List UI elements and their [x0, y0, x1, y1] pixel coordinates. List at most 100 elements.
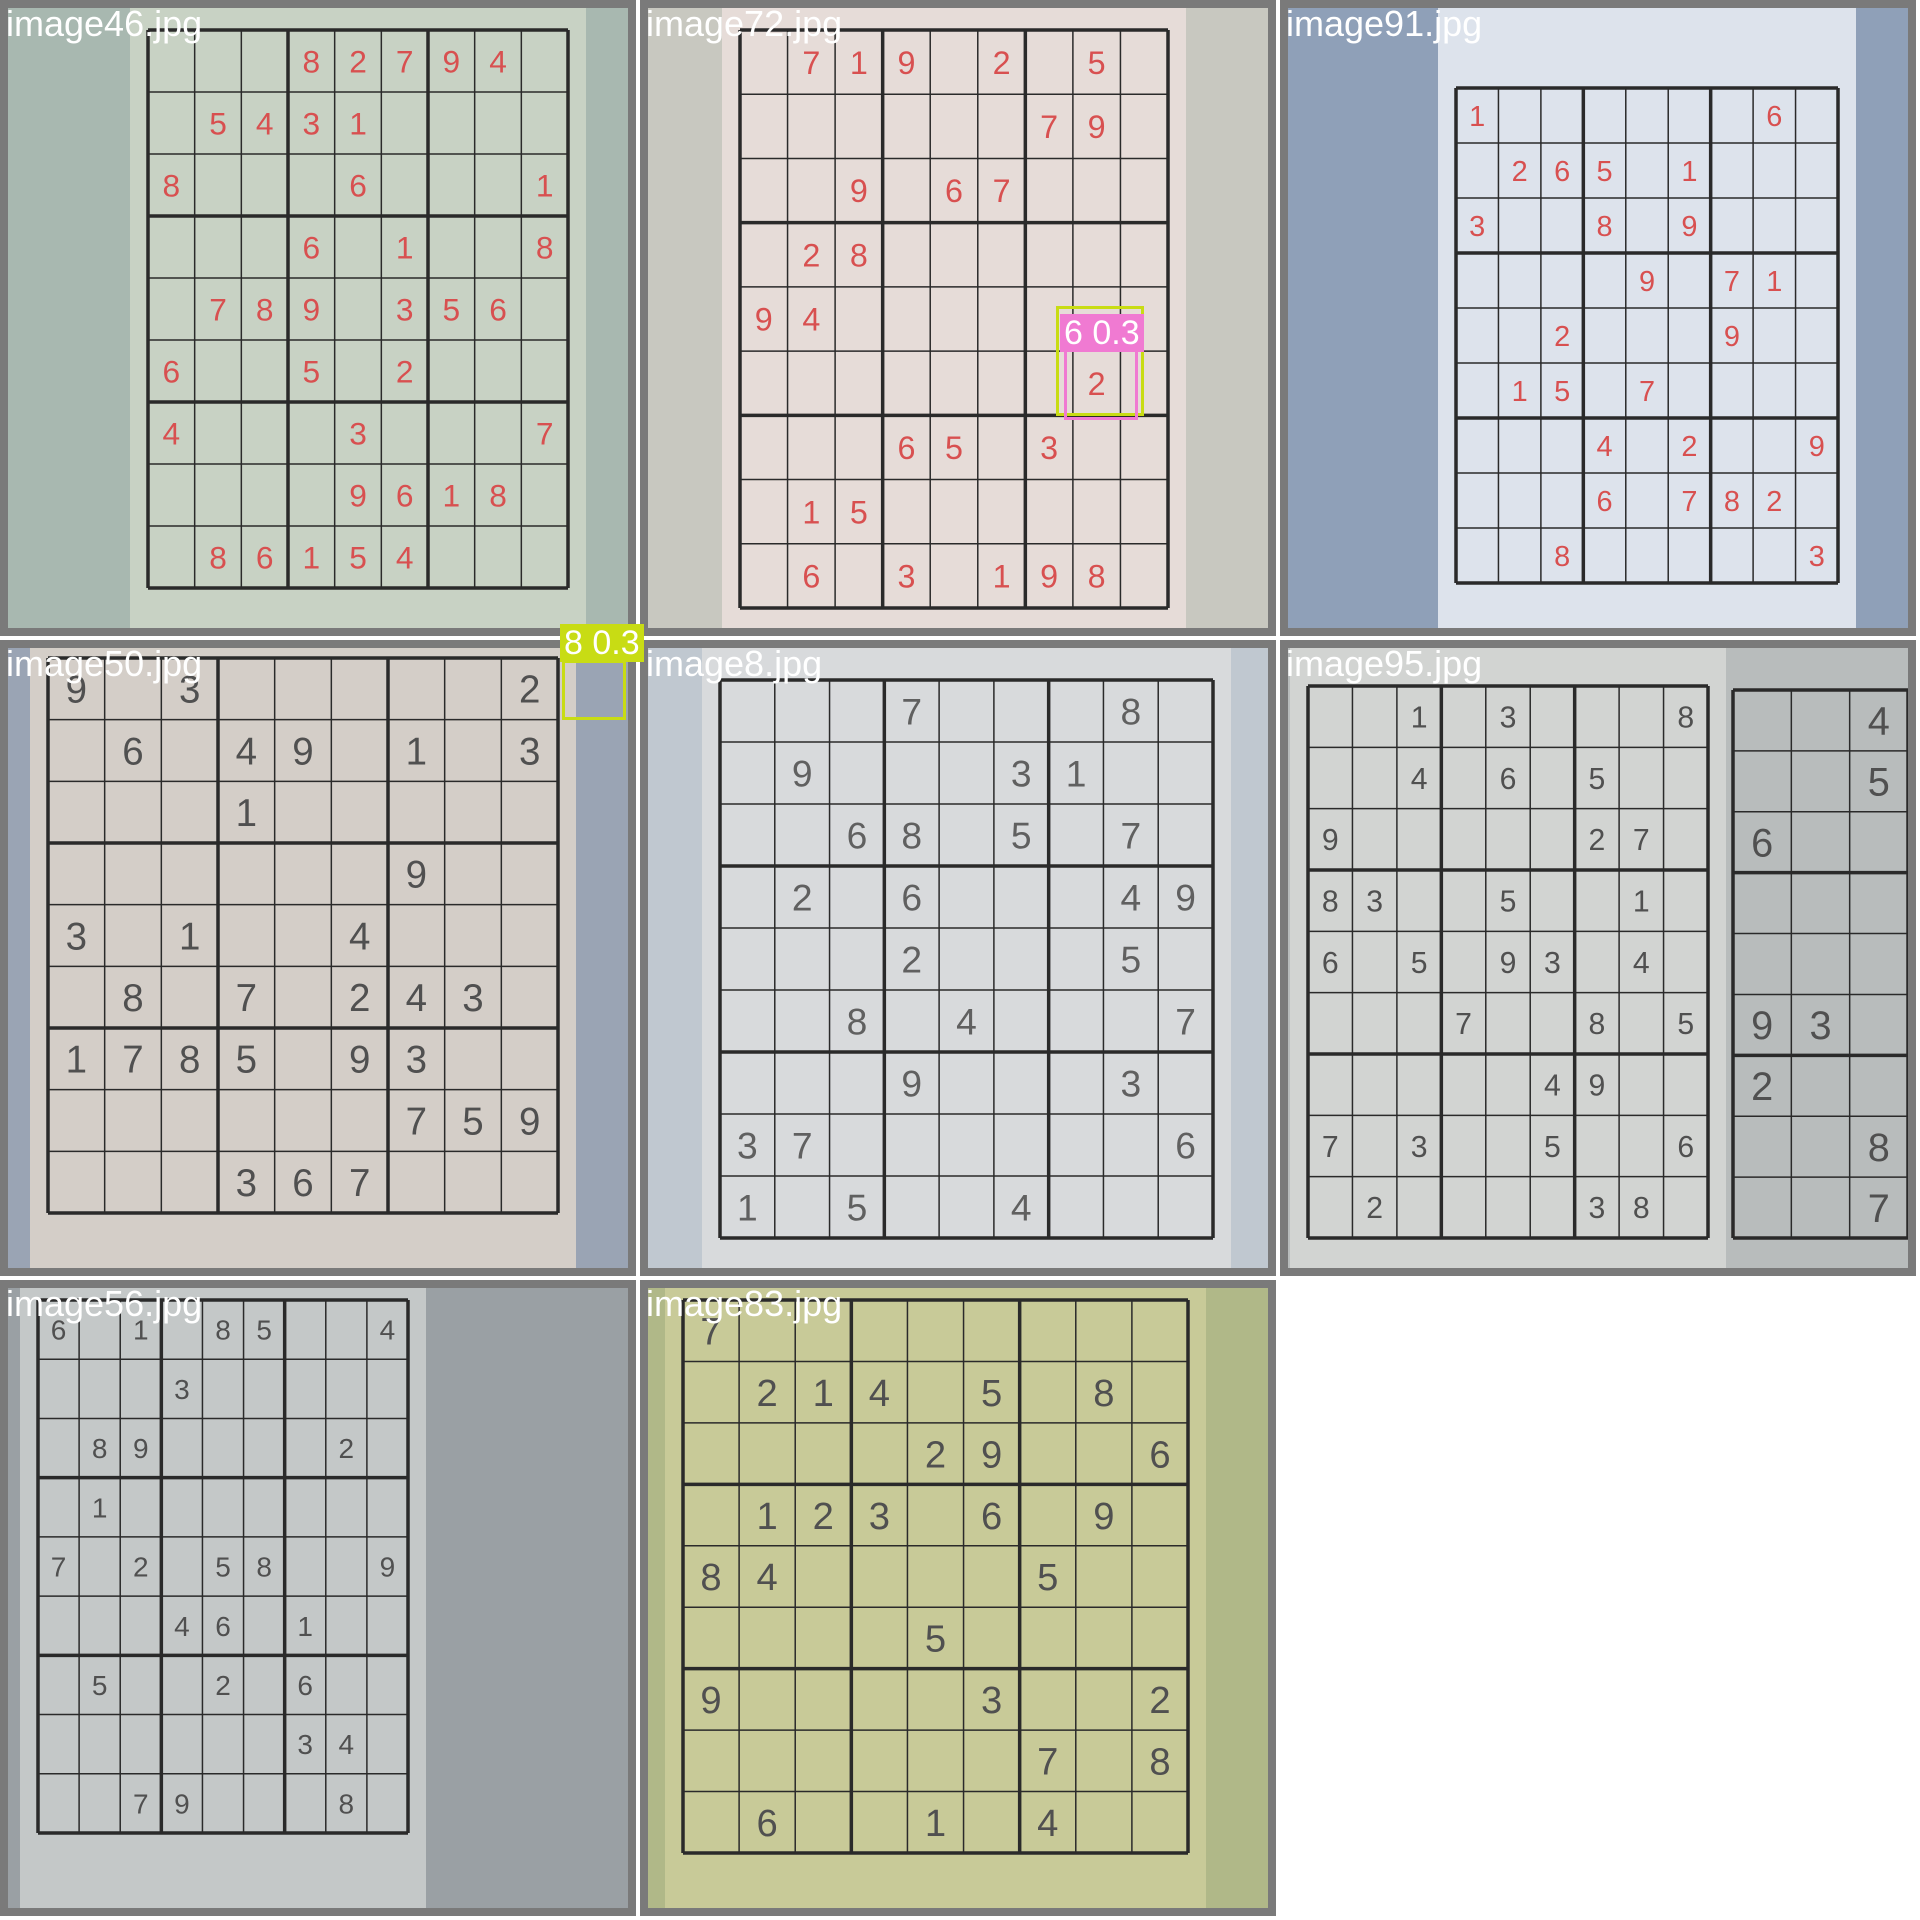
sudoku-digit: 6: [981, 1495, 1002, 1538]
sudoku-digit: 7: [901, 690, 922, 732]
sudoku-digit: 9: [406, 854, 427, 897]
sudoku-digit: 7: [993, 173, 1011, 209]
sudoku-digit: 9: [1175, 876, 1196, 918]
sudoku-digit: 5: [462, 1100, 483, 1143]
sudoku-digit: 2: [396, 353, 414, 389]
paper-sheet: [20, 1288, 426, 1908]
sudoku-digit: 8: [1677, 702, 1694, 735]
file-name-label: image95.jpg: [1286, 643, 1483, 684]
detection-box: [1064, 344, 1138, 420]
sudoku-digit: 6: [897, 430, 915, 466]
sudoku-digit: 5: [1011, 814, 1032, 856]
sudoku-digit: 6: [757, 1802, 778, 1845]
sudoku-digit: 1: [1512, 376, 1528, 408]
sudoku-digit: 9: [443, 43, 461, 79]
sudoku-digit: 1: [179, 915, 200, 958]
sudoku-digit: 1: [1633, 886, 1650, 919]
sudoku-digit: 7: [1681, 486, 1697, 518]
sudoku-digit: 5: [256, 1315, 272, 1346]
sudoku-digit: 5: [847, 1186, 868, 1228]
sudoku-digit: 6: [489, 291, 507, 327]
sudoku-digit: 1: [92, 1492, 108, 1523]
sudoku-digit: 8: [489, 477, 507, 513]
sudoku-digit: 3: [396, 291, 414, 327]
sudoku-digit: 9: [349, 477, 367, 513]
sudoku-digit: 2: [792, 876, 813, 918]
sudoku-digit: 9: [850, 173, 868, 209]
sudoku-digit: 5: [981, 1372, 1002, 1415]
file-name-label: image8.jpg: [646, 643, 823, 684]
sudoku-digit: 6: [256, 539, 274, 575]
sudoku-digit: 4: [339, 1729, 355, 1760]
sudoku-digit: 5: [209, 105, 227, 141]
sudoku-digit: 4: [349, 915, 370, 958]
sudoku-digit: 8: [163, 167, 181, 203]
sudoku-digit: 7: [1639, 376, 1655, 408]
sudoku-digit: 7: [1175, 1000, 1196, 1042]
sudoku-digit: 4: [380, 1315, 396, 1346]
sudoku-digit: 5: [236, 1039, 257, 1082]
sudoku-digit: 8: [303, 43, 321, 79]
sudoku-digit: 4: [1037, 1802, 1058, 1845]
sudoku-digit: 3: [1011, 752, 1032, 794]
sudoku-digit: 1: [925, 1802, 946, 1845]
sudoku-digit: 8: [847, 1000, 868, 1042]
sudoku-digit: 1: [303, 539, 321, 575]
sudoku-digit: 2: [1766, 486, 1782, 518]
sudoku-digit: 5: [1411, 947, 1428, 980]
sudoku-digit: 7: [802, 45, 820, 81]
sudoku-digit: 6: [1322, 947, 1339, 980]
sudoku-digit: 4: [1411, 763, 1428, 796]
sudoku-digit: 2: [1751, 1065, 1773, 1109]
sudoku-digit: 2: [1366, 1192, 1383, 1225]
sudoku-digit: 9: [1040, 559, 1058, 595]
sudoku-digit: 1: [349, 105, 367, 141]
sudoku-digit: 9: [1681, 211, 1697, 243]
sudoku-digit: 5: [1037, 1556, 1058, 1599]
sudoku-digit: 9: [1751, 1004, 1773, 1048]
sudoku-digit: 2: [349, 43, 367, 79]
sudoku-digit: 9: [519, 1100, 540, 1143]
detection-box: [562, 660, 626, 720]
sudoku-digit: 5: [349, 539, 367, 575]
sudoku-digit: 8: [700, 1556, 721, 1599]
detection-label: 8 0.3: [560, 624, 644, 662]
sudoku-digit: 5: [1500, 886, 1517, 919]
sudoku-digit: 7: [349, 1162, 370, 1205]
sudoku-digit: 2: [802, 237, 820, 273]
sudoku-digit: 4: [802, 302, 820, 338]
paper-sheet: [702, 648, 1231, 1268]
sudoku-digit: 1: [297, 1611, 313, 1642]
sudoku-digit: 5: [215, 1552, 231, 1583]
sudoku-digit: 9: [303, 291, 321, 327]
sudoku-digit: 1: [850, 45, 868, 81]
sudoku-digit: 4: [869, 1372, 890, 1415]
sudoku-digit: 9: [981, 1433, 1002, 1476]
sudoku-digit: 5: [1544, 1131, 1561, 1164]
sudoku-digit: 3: [737, 1124, 758, 1166]
sudoku-digit: 3: [1588, 1192, 1605, 1225]
sudoku-digit: 5: [925, 1618, 946, 1661]
sudoku-digit: 7: [1724, 266, 1740, 298]
sudoku-digit: 6: [1554, 156, 1570, 188]
sudoku-digit: 6: [215, 1611, 231, 1642]
sudoku-digit: 9: [1809, 431, 1825, 463]
sudoku-digit: 9: [380, 1552, 396, 1583]
sudoku-digit: 8: [901, 814, 922, 856]
sudoku-digit: 2: [925, 1433, 946, 1476]
sudoku-digit: 2: [901, 938, 922, 980]
sudoku-digit: 8: [536, 229, 554, 265]
sudoku-digit: 1: [396, 229, 414, 265]
sudoku-digit: 8: [256, 1552, 272, 1583]
sudoku-digit: 1: [737, 1186, 758, 1228]
sudoku-digit: 4: [489, 43, 507, 79]
sudoku-digit: 9: [792, 752, 813, 794]
sudoku-digit: 9: [897, 45, 915, 81]
sudoku-digit: 4: [1597, 431, 1613, 463]
sudoku-digit: 4: [1011, 1186, 1032, 1228]
